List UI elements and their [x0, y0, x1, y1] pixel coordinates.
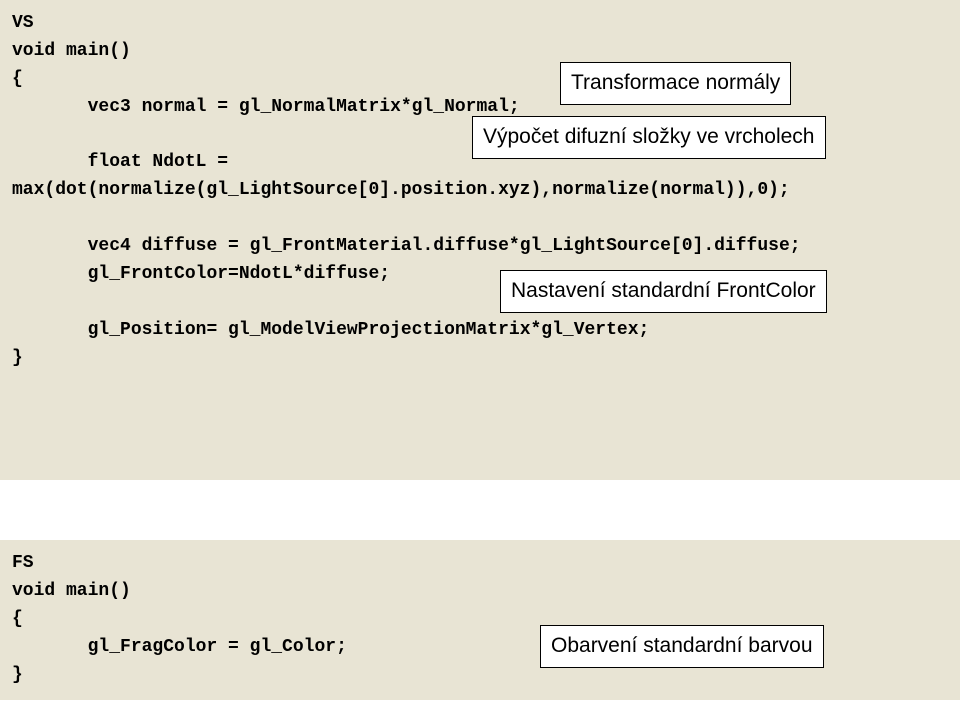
callout-text: Výpočet difuzní složky ve vrcholech — [483, 125, 815, 148]
vs-position-line: gl_Position= gl_ModelViewProjectionMatri… — [88, 320, 650, 340]
callout-fragcolor: Obarvení standardní barvou — [540, 625, 824, 668]
callout-frontcolor: Nastavení standardní FrontColor — [500, 270, 827, 313]
fs-close: } — [12, 665, 23, 685]
indent — [12, 264, 88, 284]
vs-normal-line: vec3 normal = gl_NormalMatrix*gl_Normal; — [88, 97, 520, 117]
vs-frontcolor-line: gl_FrontColor=NdotL*diffuse; — [88, 264, 390, 284]
indent — [12, 637, 88, 657]
indent — [12, 152, 88, 172]
fs-header: FS — [12, 553, 34, 573]
vs-main: void main() — [12, 41, 131, 61]
fs-code-block: FS void main() { gl_FragColor = gl_Color… — [0, 540, 960, 700]
indent — [12, 97, 88, 117]
vs-ndotl-line: float NdotL = — [88, 152, 239, 172]
vs-header: VS — [12, 13, 34, 33]
indent — [12, 320, 88, 340]
fs-open: { — [12, 609, 23, 629]
vs-code: VS void main() { vec3 normal = gl_Normal… — [12, 10, 948, 373]
callout-text: Transformace normály — [571, 71, 780, 94]
callout-text: Nastavení standardní FrontColor — [511, 279, 816, 302]
callout-text: Obarvení standardní barvou — [551, 634, 813, 657]
indent — [12, 236, 88, 256]
vs-diffuse-line: vec4 diffuse = gl_FrontMaterial.diffuse*… — [88, 236, 801, 256]
vs-open: { — [12, 69, 23, 89]
callout-transform-normal: Transformace normály — [560, 62, 791, 105]
fs-frag-line: gl_FragColor = gl_Color; — [88, 637, 347, 657]
fs-code: FS void main() { gl_FragColor = gl_Color… — [12, 550, 948, 689]
callout-diffuse-vertex: Výpočet difuzní složky ve vrcholech — [472, 116, 826, 159]
vs-code-block: VS void main() { vec3 normal = gl_Normal… — [0, 0, 960, 480]
fs-main: void main() — [12, 581, 131, 601]
vs-max-line: max(dot(normalize(gl_LightSource[0].posi… — [12, 180, 790, 200]
vs-close: } — [12, 348, 23, 368]
